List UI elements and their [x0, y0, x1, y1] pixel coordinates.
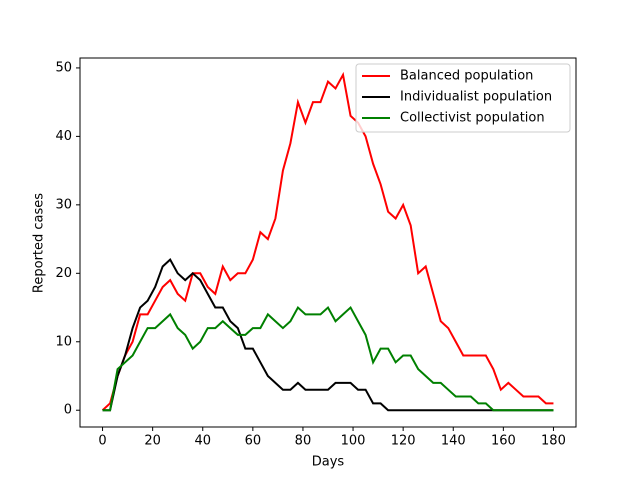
y-tick-label: 10 — [55, 334, 72, 349]
legend-label: Balanced population — [400, 69, 533, 84]
series-line — [102, 258, 554, 412]
x-tick-label: 80 — [295, 434, 312, 449]
x-tick-label: 160 — [491, 434, 516, 449]
y-tick-label: 40 — [55, 129, 72, 144]
series-line — [101, 71, 554, 411]
legend-label: Collectivist population — [400, 111, 545, 126]
x-tick-label: 140 — [441, 434, 466, 449]
x-tick-label: 40 — [194, 434, 211, 449]
y-tick-label: 0 — [64, 403, 72, 418]
x-tick-label: 180 — [541, 434, 566, 449]
legend-box — [355, 63, 571, 133]
x-tick-label: 100 — [341, 434, 366, 449]
y-tick-label: 30 — [55, 197, 72, 212]
plot-frame — [79, 57, 577, 428]
x-tick-label: 60 — [245, 434, 262, 449]
y-tick-label: 50 — [55, 60, 72, 75]
x-tick-label: 120 — [391, 434, 416, 449]
series-line — [102, 305, 554, 412]
x-tick-label: 20 — [144, 434, 161, 449]
x-tick-label: 0 — [98, 434, 106, 449]
x-axis-label: Days — [312, 455, 345, 470]
y-tick-label: 20 — [55, 266, 72, 281]
y-axis-label: Reported cases — [32, 193, 47, 293]
legend-label: Individualist population — [400, 90, 552, 105]
